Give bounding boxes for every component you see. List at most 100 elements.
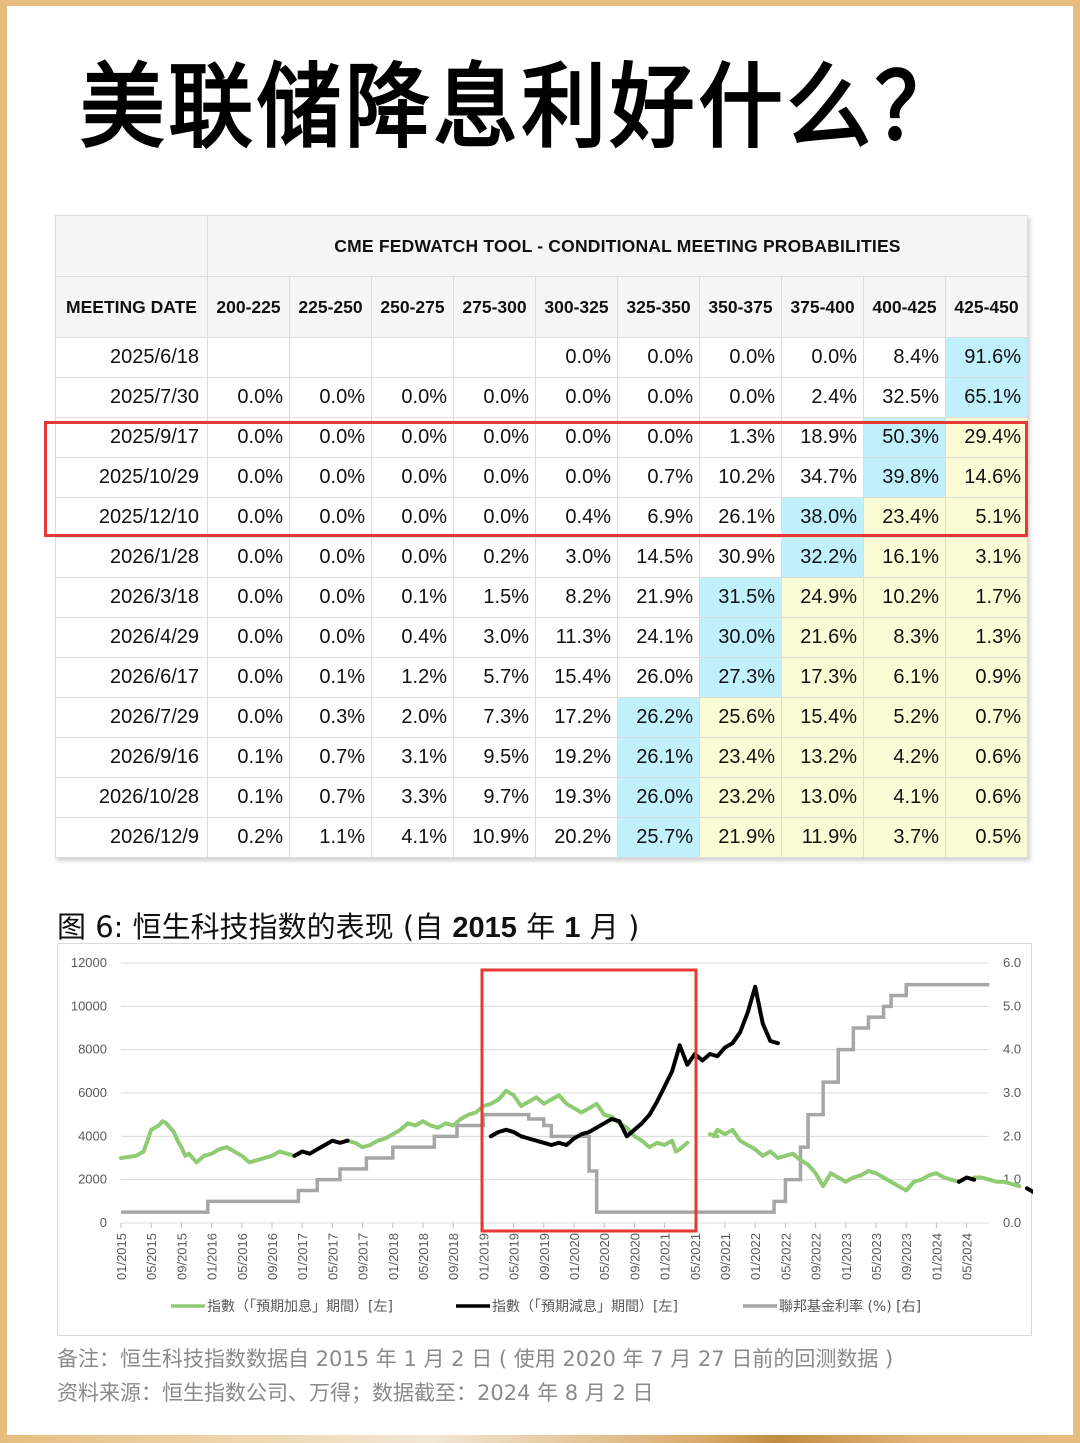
probability-cell: 26.1% [699, 497, 782, 538]
probability-cell: 6.1% [863, 657, 946, 698]
column-header-rate-325-350: 325-350 [617, 276, 700, 338]
x-axis-tick-label: 05/2016 [235, 1233, 250, 1280]
table-row: 2026/1/28 0.0% 0.0% 0.0% 0.2% 3.0% 14.5% 30.9% 3… [55, 537, 1028, 578]
x-axis-tick-label: 05/2021 [688, 1233, 703, 1280]
probability-cell: 11.9% [781, 817, 864, 858]
probability-cell: 1.3% [945, 617, 1028, 658]
probability-cell [453, 337, 536, 378]
probability-cell: 10.2% [699, 457, 782, 498]
meeting-date-cell: 2025/6/18 [55, 337, 208, 378]
meeting-date-cell: 2026/1/28 [55, 537, 208, 578]
probability-cell: 1.2% [371, 657, 454, 698]
x-axis-tick-label: 09/2017 [356, 1233, 371, 1280]
probability-cell: 0.0% [699, 377, 782, 418]
x-axis-tick-label: 05/2020 [597, 1233, 612, 1280]
probability-cell: 30.0% [699, 617, 782, 658]
figure-title-from: 自 [414, 910, 453, 944]
probability-cell: 24.9% [781, 577, 864, 618]
table-row: 2026/7/29 0.0% 0.3% 2.0% 7.3% 17.2% 26.2% 25.6%… [55, 697, 1028, 738]
probability-cell: 0.0% [617, 337, 700, 378]
column-header-rate-400-425: 400-425 [863, 276, 946, 338]
probability-cell: 0.1% [207, 737, 290, 778]
index-rate-cut-expected-line [1025, 1186, 1033, 1195]
probability-cell: 0.0% [207, 537, 290, 578]
x-axis-tick-label: 05/2019 [507, 1233, 522, 1280]
x-axis-tick-label: 09/2019 [537, 1233, 552, 1280]
meeting-date-cell: 2026/10/28 [55, 777, 208, 818]
probability-cell: 34.7% [781, 457, 864, 498]
probability-cell: 4.1% [863, 777, 946, 818]
probability-cell: 0.7% [289, 737, 372, 778]
probability-cell: 0.0% [453, 417, 536, 458]
x-axis-tick-label: 09/2020 [627, 1233, 642, 1280]
probability-cell: 5.7% [453, 657, 536, 698]
figure-title-month: 1 [564, 912, 581, 944]
probability-cell: 14.5% [617, 537, 700, 578]
probability-cell: 39.8% [863, 457, 946, 498]
probability-cell: 13.2% [781, 737, 864, 778]
column-header-rate-200-225: 200-225 [207, 276, 290, 338]
x-axis-tick-label: 09/2016 [265, 1233, 280, 1280]
index-rate-hike-expected-line [119, 1119, 297, 1165]
probability-cell: 0.0% [371, 497, 454, 538]
probability-cell: 0.0% [289, 617, 372, 658]
probability-cell: 23.4% [699, 737, 782, 778]
probability-cell: 0.9% [945, 657, 1028, 698]
page-title: 美联储降息利好什么？ [80, 53, 964, 161]
column-header-rate-225-250: 225-250 [289, 276, 372, 338]
probability-cell: 0.1% [207, 777, 290, 818]
probability-cell: 65.1% [945, 377, 1028, 418]
probability-cell: 19.2% [535, 737, 618, 778]
x-axis-tick-label: 05/2015 [144, 1233, 159, 1280]
probability-cell: 0.0% [207, 617, 290, 658]
highlight-box-rate-cut-period [480, 968, 698, 1233]
left-axis-tick-label: 10000 [71, 998, 107, 1013]
x-axis-tick-label: 01/2019 [476, 1233, 491, 1280]
probability-cell: 21.9% [617, 577, 700, 618]
table-title: CME FEDWATCH TOOL - CONDITIONAL MEETING … [207, 215, 1028, 277]
index-rate-cut-expected-line [957, 1175, 977, 1184]
probability-cell: 0.0% [289, 377, 372, 418]
probability-cell: 0.0% [289, 457, 372, 498]
probability-cell: 10.2% [863, 577, 946, 618]
probability-cell: 1.3% [699, 417, 782, 458]
probability-cell: 0.0% [207, 657, 290, 698]
probability-cell: 0.1% [289, 657, 372, 698]
probability-cell: 32.5% [863, 377, 946, 418]
probability-cell [289, 337, 372, 378]
index-rate-cut-expected-line [292, 1138, 350, 1158]
probability-cell: 0.2% [207, 817, 290, 858]
table-row: 2026/9/16 0.1% 0.7% 3.1% 9.5% 19.2% 26.1% 23.4%… [55, 737, 1028, 778]
x-axis-tick-label: 09/2022 [809, 1233, 824, 1280]
probability-cell: 0.0% [289, 537, 372, 578]
probability-cell: 0.0% [207, 577, 290, 618]
chart-container: 0 0.0 2000 1.0 4000 2.0 6000 3.0 8000 4.0 10000 5.0… [57, 943, 1033, 1336]
meeting-date-cell: 2026/12/9 [55, 817, 208, 858]
probability-cell [207, 337, 290, 378]
meeting-date-cell: 2025/7/30 [55, 377, 208, 418]
figure-title-suffix: 月 ) [580, 910, 640, 944]
probability-cell: 0.5% [945, 817, 1028, 858]
probability-cell: 50.3% [863, 417, 946, 458]
probability-cell: 0.0% [699, 337, 782, 378]
probability-cell: 3.0% [535, 537, 618, 578]
probability-cell: 3.0% [453, 617, 536, 658]
meeting-date-cell: 2025/10/29 [55, 457, 208, 498]
probability-cell: 0.0% [535, 337, 618, 378]
figure-title-year-unit: 年 [516, 910, 565, 944]
probability-cell: 38.0% [781, 497, 864, 538]
column-header-rate-250-275: 250-275 [371, 276, 454, 338]
probability-cell: 8.2% [535, 577, 618, 618]
left-axis-tick-label: 8000 [78, 1042, 107, 1057]
column-header-row: MEETING DATE 200-225 225-250 250-275 275-30… [55, 276, 1028, 338]
right-axis-tick-label: 4.0 [1003, 1042, 1021, 1057]
x-axis-tick-label: 01/2024 [929, 1233, 944, 1280]
probability-cell: 0.7% [617, 457, 700, 498]
probability-cell: 0.0% [781, 337, 864, 378]
probability-cell: 0.0% [535, 417, 618, 458]
x-axis-tick-label: 01/2021 [658, 1233, 673, 1280]
figure-source: 资料来源：恒生指数公司、万得；数据截至：2024 年 8 月 2 日 [57, 1381, 654, 1405]
figure-note: 备注：恒生科技指数数据自 2015 年 1 月 2 日 ( 使用 2020 年 … [57, 1347, 894, 1371]
x-axis-tick-label: 01/2016 [205, 1233, 220, 1280]
table-row: 2025/10/29 0.0% 0.0% 0.0% 0.0% 0.0% 0.7% 10.2% 3… [55, 457, 1028, 498]
